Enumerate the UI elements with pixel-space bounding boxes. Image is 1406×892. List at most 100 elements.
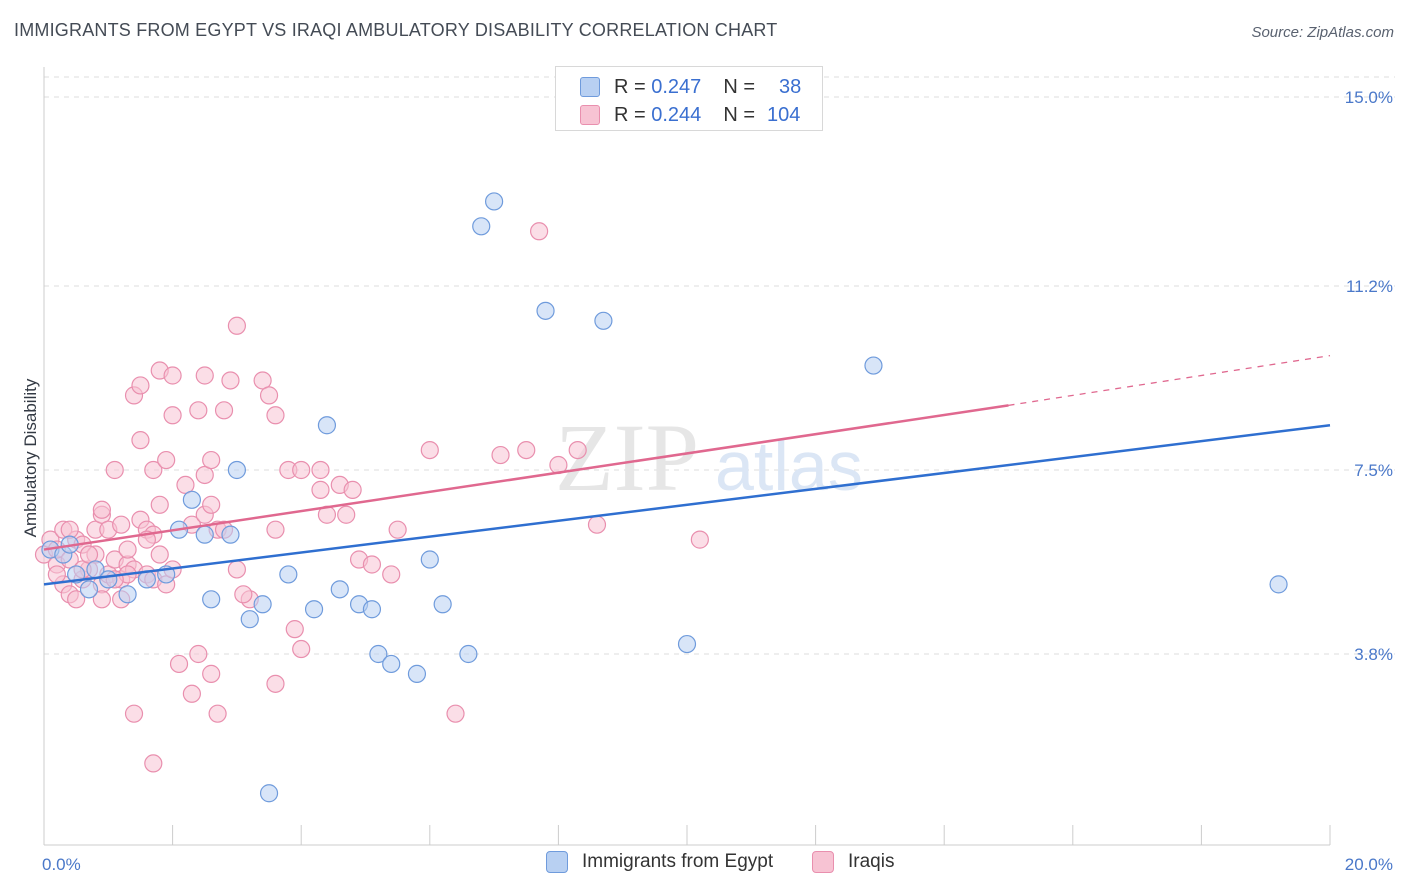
iraqi-point <box>124 704 144 723</box>
iraqi-point <box>47 565 66 584</box>
iraqi-point <box>266 674 285 693</box>
iraqi-point <box>195 366 214 385</box>
egypt-point <box>369 644 388 664</box>
egypt-swatch <box>580 77 600 97</box>
iraqi-point <box>690 530 709 549</box>
iraqi-point <box>311 480 330 499</box>
iraqi-point <box>157 450 176 470</box>
iraqi-point <box>517 440 536 460</box>
iraqi-point <box>144 754 163 773</box>
iraqi-legend-label: Iraqis <box>848 851 895 872</box>
egypt-point <box>330 580 349 599</box>
x-tick-label-max: 20.0% <box>1345 855 1393 874</box>
axis-labels: 3.8% 7.5% 11.2% 15.0% 0.0% 20.0% Ambulatory Di… <box>21 88 1393 874</box>
egypt-points <box>41 192 1288 803</box>
egypt-point <box>485 192 504 211</box>
egypt-point <box>182 490 201 509</box>
legend-r-label: R = <box>614 103 646 126</box>
egypt-point <box>259 784 279 803</box>
egypt-point <box>99 570 118 589</box>
iraqi-point <box>208 704 227 723</box>
chart-title: IMMIGRANTS FROM EGYPT VS IRAQI AMBULATOR… <box>14 20 778 40</box>
egypt-legend-label: Immigrants from Egypt <box>582 851 774 872</box>
iraqi-point <box>285 620 304 639</box>
iraqi-swatch <box>580 105 600 125</box>
correlation-legend: R = 0.247 N = 38 R = 0.244 N = 104 <box>555 66 823 131</box>
source-label: Source: ZipAtlas.com <box>1251 24 1394 41</box>
iraqi-point <box>292 639 311 659</box>
iraqi-point <box>182 684 201 703</box>
egypt-legend-swatch <box>546 851 568 873</box>
egypt-point <box>1269 575 1288 594</box>
iraqi-point <box>587 515 607 534</box>
iraqi-trend-line <box>43 404 1009 551</box>
bottom-legend-egypt[interactable]: Immigrants from Egypt <box>546 851 773 873</box>
egypt-point <box>362 600 382 619</box>
iraqi-point <box>388 520 407 539</box>
iraqi-point <box>343 480 362 499</box>
egypt-point <box>459 644 478 664</box>
egypt-point <box>433 595 452 614</box>
legend-r-label: R = <box>614 75 646 98</box>
x-tick-label-min: 0.0% <box>42 855 81 874</box>
legend-row-iraqi: R = 0.244 N = 104 <box>580 103 800 127</box>
iraqi-point <box>446 704 465 723</box>
iraqi-point <box>131 431 150 450</box>
egypt-point <box>202 590 221 609</box>
iraqi-point <box>530 222 549 241</box>
iraqi-point <box>131 376 150 395</box>
axes <box>43 67 1331 846</box>
egypt-point <box>677 634 697 654</box>
legend-n-label: N = <box>723 75 755 98</box>
watermark: ZIP atlas <box>555 404 863 511</box>
iraqi-point <box>144 460 163 480</box>
trend-lines <box>43 354 1331 586</box>
iraqi-point <box>227 316 246 335</box>
iraqi-point <box>112 515 131 534</box>
iraqi-point <box>105 460 124 480</box>
iraqi-point <box>163 366 182 385</box>
egypt-point <box>382 654 401 674</box>
legend-n-value: 104 <box>767 103 801 126</box>
iraqi-point <box>202 495 221 514</box>
egypt-point <box>317 416 337 435</box>
iraqi-point <box>234 585 253 604</box>
egypt-point <box>536 301 555 320</box>
egypt-point <box>279 565 298 584</box>
iraqi-point <box>67 590 86 609</box>
iraqi-point <box>337 505 356 524</box>
iraqi-point <box>202 450 221 470</box>
iraqi-point <box>382 565 401 584</box>
grid <box>44 76 1395 655</box>
iraqi-trend-extension <box>1008 354 1331 406</box>
egypt-point <box>118 585 137 604</box>
y-tick-label: 3.8% <box>1354 645 1393 664</box>
y-axis-title: Ambulatory Disability <box>21 378 40 537</box>
iraqi-point <box>266 406 285 425</box>
iraqi-point <box>202 664 221 683</box>
egypt-trend-line <box>43 423 1331 586</box>
iraqi-point <box>266 520 285 539</box>
egypt-point <box>240 610 259 629</box>
egypt-point <box>227 460 246 480</box>
egypt-point <box>195 525 214 544</box>
egypt-point <box>79 580 99 599</box>
iraqi-point <box>491 445 510 465</box>
iraqi-point <box>189 644 208 664</box>
iraqi-legend-swatch <box>812 851 834 873</box>
y-tick-label: 15.0% <box>1345 88 1393 107</box>
iraqi-point <box>259 386 279 405</box>
legend-r-value: 0.247 <box>651 75 702 98</box>
egypt-point <box>594 311 613 330</box>
legend-n-value: 38 <box>779 75 802 98</box>
y-tick-label: 7.5% <box>1354 461 1393 480</box>
iraqi-point <box>362 555 382 574</box>
iraqi-point <box>169 654 189 674</box>
iraqi-point <box>189 401 208 420</box>
bottom-legend-iraqis[interactable]: Iraqis <box>812 851 894 873</box>
iraqi-point <box>150 545 169 564</box>
legend-r-value: 0.244 <box>651 103 702 126</box>
iraqi-point <box>118 540 137 559</box>
egypt-point <box>221 525 240 544</box>
